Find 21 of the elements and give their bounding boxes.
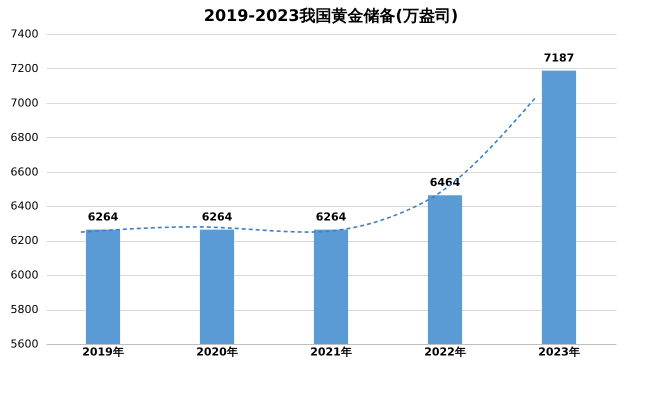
y-tick-label: 7200 (10, 62, 38, 75)
data-label: 6264 (202, 210, 233, 224)
y-tick-label: 5600 (10, 338, 38, 350)
x-tick-label: 2019年 (82, 346, 124, 358)
data-label: 6264 (88, 210, 119, 224)
line-series (80, 95, 538, 233)
y-tick-label: 6000 (10, 268, 38, 282)
x-tick-label: 2021年 (310, 346, 352, 358)
x-tick-label: 2020年 (196, 346, 238, 358)
chart-title: 2019-2023我国黄金储备(万盎司) (204, 6, 458, 25)
y-tick-label: 6800 (10, 130, 38, 144)
x-tick-label: 2022年 (424, 346, 466, 358)
y-tick-label: 6400 (10, 200, 38, 213)
y-tick-label: 6600 (10, 165, 38, 178)
y-tick-label: 5800 (10, 303, 38, 316)
data-label: 6264 (316, 210, 347, 224)
y-tick-label: 7400 (10, 28, 38, 40)
data-label: 7187 (544, 52, 574, 65)
y-tick-label: 6200 (10, 234, 38, 248)
x-tick-label: 2023年 (538, 346, 580, 358)
y-tick-label: 7000 (10, 96, 38, 110)
